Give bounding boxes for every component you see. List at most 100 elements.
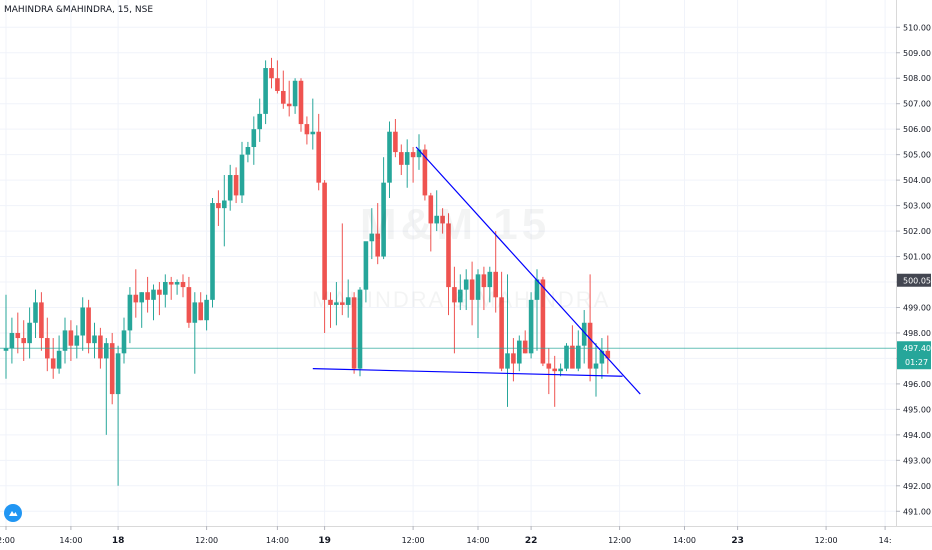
y-tick-label: 509.00 [903, 49, 931, 58]
candle-body-up [33, 302, 38, 323]
candle-body-down [410, 152, 416, 158]
y-tick-label: 498.00 [903, 329, 931, 338]
candle-body-up [257, 113, 262, 130]
candle-body-up [115, 353, 121, 395]
candle-body-down [298, 80, 304, 125]
symbol-title[interactable]: MAHINDRA &MAHINDRA, 15, NSE [4, 5, 154, 15]
candle-body-down [446, 223, 451, 288]
candle-body-down [340, 302, 345, 305]
candle-body-down [168, 282, 174, 285]
candle-body-up [558, 368, 563, 372]
candle-body-up [263, 68, 268, 114]
candle-body-up [151, 289, 156, 300]
candle-body-down [552, 368, 557, 372]
candle-body-up [564, 345, 569, 369]
candle-body-up [121, 330, 127, 354]
y-tick-label: 505.00 [903, 151, 931, 160]
candle-body-down [422, 149, 428, 196]
candle-body-up [581, 322, 587, 346]
x-tick-label: 23 [731, 536, 744, 546]
candle-body-down [375, 233, 380, 257]
candle-body-down [540, 279, 546, 364]
candle-body-down [68, 330, 74, 346]
time-axis[interactable]: 2:00 14:00 18 12:00 14:00 19 12:00 14:00 22 12:00… [0, 526, 892, 546]
candle-body-up [517, 340, 522, 364]
y-tick-label: 503.00 [903, 202, 931, 211]
candle-body-up [463, 279, 469, 290]
candle-body-up [3, 348, 9, 351]
candle-body-up [9, 332, 15, 349]
y-tick-label: 492.00 [903, 482, 931, 491]
candle-body-up [458, 289, 463, 303]
candle-body-down [399, 152, 404, 165]
candle-body-down [198, 302, 203, 321]
candle-body-down [493, 271, 498, 298]
candle-body-up [27, 322, 32, 344]
candle-body-down [50, 358, 56, 369]
x-tick-label: 12:00 [402, 536, 425, 545]
candle-body-down [511, 353, 516, 364]
candle-body-down [605, 350, 611, 359]
bar-countdown-label: 01:27 [905, 358, 928, 367]
last-price-badge [897, 341, 931, 370]
candle-body-up [56, 350, 62, 369]
candle-body-up [534, 279, 540, 300]
marker-price-label: 500.05 [903, 277, 931, 286]
x-tick-label: 14: [879, 536, 892, 545]
last-price-label: 497.40 [903, 344, 931, 353]
candle-body-up [80, 307, 85, 336]
x-tick-label: 19 [318, 536, 331, 546]
candle-body-up [204, 299, 209, 321]
x-tick-label: 2:00 [0, 536, 15, 545]
drawings-layer [0, 146, 896, 395]
y-tick-label: 507.00 [903, 100, 931, 109]
candle-body-down [98, 335, 103, 359]
candle-body-down [499, 297, 504, 369]
x-tick-label: 12:00 [815, 536, 838, 545]
candle-body-up [92, 335, 97, 344]
candle-body-down [351, 297, 357, 369]
x-tick-label: 14:00 [59, 536, 82, 545]
candle-body-down [233, 175, 239, 196]
candle-body-up [139, 292, 144, 303]
candle-body-down [440, 215, 445, 224]
x-tick-label: 18 [112, 536, 125, 546]
candle-body-down [281, 90, 286, 104]
candle-body-down [469, 279, 475, 300]
candle-body-down [570, 345, 575, 369]
y-tick-label: 491.00 [903, 507, 931, 516]
watermark-name: MAHINDRA & MAHINDRA [312, 287, 610, 313]
x-tick-label: 14:00 [673, 536, 696, 545]
candle-body-up [127, 294, 133, 331]
price-axis[interactable]: 491.00 492.00 493.00 494.00 495.00 496.00 497.… [896, 23, 931, 516]
candle-body-up [345, 297, 351, 305]
x-tick-label: 22 [525, 536, 538, 546]
y-tick-label: 502.00 [903, 227, 931, 236]
marker-price-badge [897, 273, 931, 287]
candle-body-up [404, 152, 410, 165]
candle-body-up [245, 147, 251, 155]
candle-body-up [222, 200, 227, 209]
x-tick-label: 14:00 [466, 536, 489, 545]
candle-body-up [363, 241, 369, 290]
candle-body-up [505, 353, 510, 369]
candle-body-up [227, 175, 233, 201]
candle-body-up [74, 335, 80, 346]
candle-body-down [15, 332, 21, 339]
candle-body-down [522, 340, 528, 354]
candle-body-up [251, 129, 257, 148]
candle-body-up [593, 363, 599, 369]
y-tick-label: 501.00 [903, 253, 931, 262]
candle-body-up [387, 131, 392, 183]
candle-body-down [180, 282, 186, 288]
candle-body-down [109, 343, 115, 395]
tradingview-cloud-icon[interactable] [4, 504, 22, 522]
candle-body-up [357, 289, 363, 369]
candle-body-up [310, 131, 316, 135]
candle-body-down [316, 131, 321, 183]
y-tick-label: 493.00 [903, 456, 931, 465]
candle-body-down [452, 287, 457, 303]
candle-body-down [133, 294, 139, 303]
y-tick-label: 508.00 [903, 74, 931, 83]
